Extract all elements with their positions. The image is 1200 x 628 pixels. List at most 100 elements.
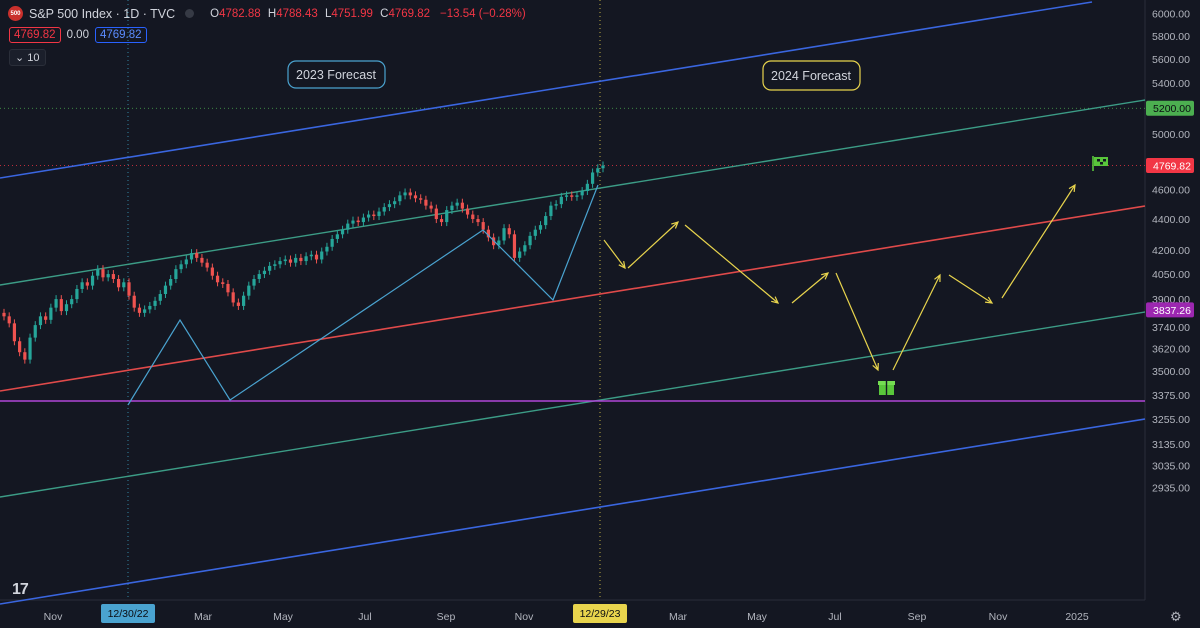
candle-body [424,199,428,206]
candle-body [283,259,287,262]
flag-check [1097,159,1100,162]
open-value: 4782.88 [219,7,261,20]
candle-body [497,240,501,246]
candle-body [309,254,313,257]
candle-body [351,220,355,224]
symbol-title[interactable]: S&P 500 Index · 1D · TVC [29,6,176,21]
close-value: 4769.82 [388,7,431,20]
forecast-2024-segment [892,274,941,371]
candle-body [502,228,506,241]
volume-toggle[interactable]: ⌄ 10 [9,49,46,66]
candle-body [70,299,74,305]
candle-body [195,253,199,258]
candle-body [486,229,491,238]
candle-body [585,183,589,192]
candle-body [393,201,397,205]
candle-body [387,204,392,208]
forecast-2024-segment [791,272,829,304]
candle-body [257,274,261,279]
candle-body [174,269,178,279]
x-tick-label: May [747,611,768,623]
candle-body [455,202,459,206]
candle-body [179,264,183,270]
y-tick-label: 4050.00 [1152,269,1190,281]
candle-body [413,195,418,199]
sell-price-button[interactable]: 4769.82 [9,27,61,43]
forecast-2024-segment [948,274,993,304]
candle-body [299,257,303,262]
y-tick-label: 3740.00 [1152,322,1190,334]
candle-body [335,234,339,239]
candle-body [439,219,444,223]
candle-body [90,275,95,286]
candle-body [247,285,251,296]
candle-body [200,257,204,263]
candle-body [518,251,522,258]
candle-body [320,251,324,260]
y-tick-label: 3255.00 [1152,414,1190,426]
change-value: −13.54 (−0.28%) [440,7,526,20]
candle-body [288,259,293,263]
forecast-arrowhead-icon [1068,183,1076,193]
candle-body [434,208,438,220]
y-tick-label: 3375.00 [1152,390,1190,402]
x-tick-label: Sep [437,611,456,623]
candle-body [122,282,126,288]
channel-lower-line [0,418,1146,605]
candle-body [137,307,142,313]
candle-body [544,216,548,226]
bid-ask-row: 4769.82 0.00 4769.82 [9,27,147,43]
ohlc-readout: O4782.88 H4788.43 L4751.99 C4769.82 [210,8,434,20]
candle-body [262,270,267,275]
forecast-2024-label: 2024 Forecast [771,69,851,83]
candle-body [512,234,517,258]
status-dot-icon [185,9,195,18]
y-tick-label: 3620.00 [1152,344,1190,356]
candle-body [549,205,553,217]
y-tick-label: 5800.00 [1152,31,1190,43]
candle-body [314,254,319,260]
forecast-2024-segment [835,272,879,371]
forecast-2024-segment [684,224,779,304]
y-tick-label: 4600.00 [1152,185,1190,197]
candle-body [564,195,569,197]
y-tick-label: 4400.00 [1152,214,1190,226]
checkered-flag-icon [1094,157,1108,166]
candle-body [210,267,214,276]
candle-body [158,294,162,301]
forecast-arrowhead-icon [771,296,780,304]
flag-check [1103,159,1106,162]
candle-body [559,196,563,205]
candle-body [346,223,350,230]
x-tick-label: Mar [194,611,213,623]
buy-price-button[interactable]: 4769.82 [94,27,147,43]
settings-gear-icon[interactable]: ⚙ [1170,609,1182,624]
candle-body [111,274,115,279]
candle-body [340,229,345,235]
candle-body [377,211,381,217]
candle-body [361,217,365,223]
forecast-2023-path [127,184,599,406]
candle-body [242,295,246,306]
candle-body [153,300,157,306]
candle-body [507,228,511,235]
candle-body [460,202,464,209]
candle-body [330,238,334,247]
high-label: H [267,7,277,20]
forecast-2024-segment [1001,184,1076,299]
candle-body [221,282,225,284]
y-tick-label: 5400.00 [1152,78,1190,90]
high-value: 4788.43 [276,7,318,20]
candle-body [215,275,220,283]
candle-body [2,312,6,317]
candle-body [429,205,433,209]
candle-body [481,222,485,230]
candle-body [96,269,100,276]
tradingview-logo: 17 [12,581,29,598]
candle-body [231,292,235,303]
candle-body [278,261,282,265]
candle-body [226,283,230,293]
forecast-2024-callout [762,60,861,91]
